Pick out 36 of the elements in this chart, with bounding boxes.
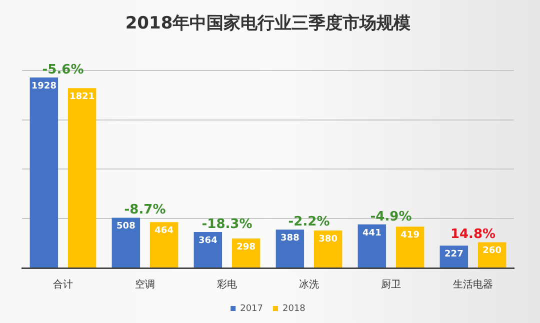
data-label: 441	[362, 228, 382, 238]
data-label: 464	[154, 226, 174, 236]
data-label: 260	[482, 246, 502, 256]
bar	[150, 222, 178, 268]
data-label: 380	[318, 234, 338, 244]
data-label: 1928	[31, 81, 56, 92]
bar	[194, 232, 222, 268]
data-label: 298	[236, 242, 256, 252]
data-label: 419	[400, 230, 420, 240]
bar	[30, 78, 58, 268]
annotation: -5.6%	[42, 62, 84, 78]
annotation: 14.8%	[450, 227, 496, 242]
chart-title: 2018年中国家电行业三季度市场规模	[125, 14, 411, 34]
annotation: -4.9%	[370, 209, 412, 224]
x-tick-label: 厨卫	[381, 280, 401, 291]
bar	[276, 230, 304, 268]
x-tick-label: 生活电器	[453, 278, 493, 291]
data-label: 1821	[70, 92, 95, 102]
data-label: 227	[444, 249, 464, 260]
data-label: 364	[198, 236, 218, 246]
x-tick-label: 冰洗	[299, 278, 319, 291]
bar	[112, 218, 140, 268]
bar	[358, 224, 386, 268]
legend-label: 2018	[282, 304, 306, 314]
bar	[68, 88, 96, 268]
data-label: 508	[116, 222, 136, 232]
x-tick-label: 空调	[135, 278, 155, 291]
annotation: -2.2%	[288, 214, 330, 230]
bar	[396, 226, 424, 268]
x-tick-label: 合计	[53, 278, 73, 291]
x-tick-label: 彩电	[217, 278, 237, 291]
annotation: -18.3%	[202, 216, 252, 232]
data-label: 388	[280, 234, 300, 244]
legend-label: 2017	[240, 304, 263, 314]
bar	[314, 230, 342, 268]
annotation: -8.7%	[124, 202, 166, 218]
